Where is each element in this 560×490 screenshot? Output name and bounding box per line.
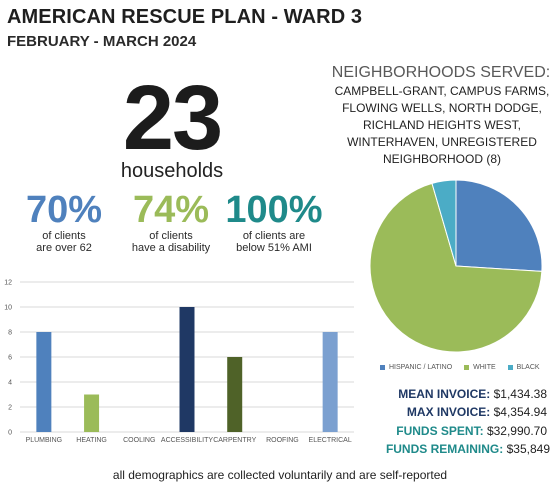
y-tick-label: 2 [8, 405, 12, 412]
stat-over-62: 70% of clients are over 62 [16, 190, 112, 254]
y-tick-label: 6 [8, 355, 12, 362]
x-tick-label: ROOFING [266, 437, 299, 444]
legend-swatch [380, 365, 385, 370]
stat-desc-line1: of clients are [242, 230, 306, 242]
y-tick-label: 0 [8, 430, 12, 437]
legend-item-white: WHITE [464, 364, 496, 371]
stat-ami: 100% of clients are below 51% AMI [224, 190, 324, 254]
max-invoice: MAX INVOICE: $4,354.94 [407, 405, 547, 419]
stat-desc-line2: are over 62 [36, 242, 92, 254]
pie-slice-hispanic-latino [455, 179, 543, 272]
fin-label: FUNDS REMAINING: [385, 442, 504, 456]
y-tick-label: 10 [4, 305, 12, 312]
page-title: AMERICAN RESCUE PLAN - WARD 3 [7, 6, 363, 28]
bar-chart: 0 2 4 6 8 10 12 PLUMBING HEATING COOLING ACCESSIBI… [4, 280, 354, 444]
page-subtitle: FEBRUARY - MARCH 2024 [7, 33, 197, 50]
fin-label: MAX INVOICE: [406, 405, 491, 419]
bar-electrical [322, 332, 338, 432]
x-tick-label: HEATING [76, 437, 107, 444]
stat-value: 74% [132, 189, 210, 231]
legend-label: BLACK [516, 364, 540, 371]
pie-slice-black [431, 179, 457, 267]
legend-item-black: BLACK [507, 364, 540, 371]
stat-value: 100% [225, 189, 323, 231]
bar-carpentry [227, 357, 243, 432]
stat-desc-line2: have a disability [131, 242, 211, 254]
bar-heating [84, 394, 100, 432]
x-tick-label: ELECTRICAL [309, 437, 352, 444]
fin-value: $4,354.94 [493, 405, 547, 419]
y-tick-label: 8 [8, 330, 12, 337]
fin-value: $1,434.38 [493, 387, 547, 401]
funds-spent: FUNDS SPENT: $32,990.70 [396, 424, 547, 438]
neighborhoods-title: NEIGHBORHOODS SERVED: [331, 64, 551, 81]
y-tick-label: 12 [4, 280, 12, 287]
pie-legend: HISPANIC / LATINO WHITE BLACK [380, 364, 550, 372]
funds-remaining: FUNDS REMAINING: $35,849 [386, 442, 550, 456]
stat-desc-line1: of clients [149, 230, 193, 242]
mean-invoice: MEAN INVOICE: $1,434.38 [398, 387, 547, 401]
pie-chart [369, 179, 543, 353]
stat-desc-line1: of clients [42, 230, 86, 242]
neighborhoods-list: CAMPBELL-GRANT, CAMPUS FARMS, FLOWING WE… [334, 84, 550, 166]
fin-value: $35,849 [506, 442, 550, 456]
households-label: households [120, 160, 224, 182]
households-count: 23 [122, 67, 223, 169]
bar-plumbing [36, 332, 52, 432]
legend-swatch [464, 365, 470, 370]
legend-item-hispanic: HISPANIC / LATINO [380, 364, 452, 371]
x-tick-label: COOLING [123, 437, 155, 444]
fin-label: MEAN INVOICE: [398, 387, 491, 401]
stat-desc-line2: below 51% AMI [236, 242, 312, 254]
x-tick-label: CARPENTRY [213, 437, 256, 444]
legend-label: HISPANIC / LATINO [389, 364, 453, 371]
stat-value: 70% [25, 189, 103, 231]
fin-label: FUNDS SPENT: [396, 424, 484, 438]
legend-label: WHITE [473, 364, 496, 371]
stat-disability: 74% of clients have a disability [118, 190, 224, 254]
x-tick-label: ACCESSIBILITY [161, 437, 213, 444]
y-tick-label: 4 [8, 380, 12, 387]
fin-value: $32,990.70 [486, 424, 547, 438]
footer-note: all demographics are collected voluntari… [112, 468, 448, 482]
bar-accessibility [179, 307, 195, 432]
legend-swatch [507, 365, 513, 370]
pie-slice-white [369, 182, 543, 353]
x-tick-label: PLUMBING [26, 437, 63, 444]
